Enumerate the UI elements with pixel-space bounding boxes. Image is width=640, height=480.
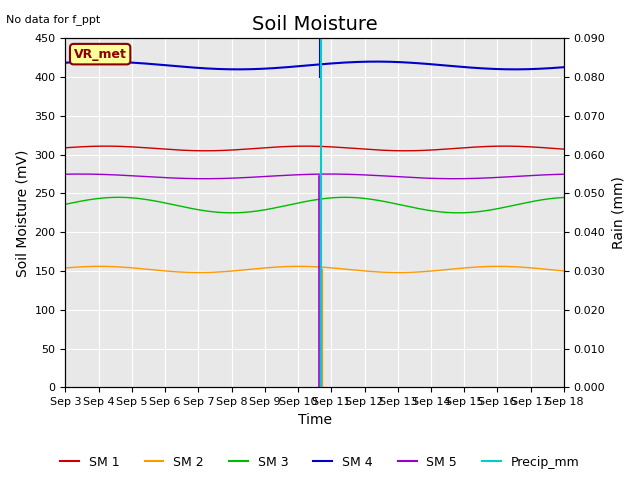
Text: No data for f_ppt: No data for f_ppt: [6, 14, 100, 25]
X-axis label: Time: Time: [298, 413, 332, 427]
Legend: SM 1, SM 2, SM 3, SM 4, SM 5, Precip_mm: SM 1, SM 2, SM 3, SM 4, SM 5, Precip_mm: [55, 451, 585, 474]
Text: VR_met: VR_met: [74, 48, 127, 60]
Y-axis label: Soil Moisture (mV): Soil Moisture (mV): [15, 149, 29, 276]
Title: Soil Moisture: Soil Moisture: [252, 15, 378, 34]
Y-axis label: Rain (mm): Rain (mm): [611, 176, 625, 249]
